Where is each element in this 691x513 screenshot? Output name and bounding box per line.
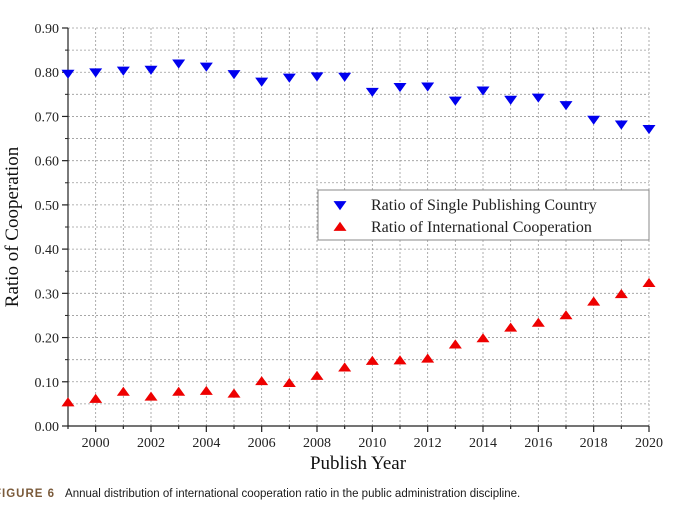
international-cooperation-point [116, 386, 130, 396]
single-country-point [421, 82, 435, 92]
x-tick-label: 2000 [82, 436, 110, 451]
x-axis-label: Publish Year [310, 453, 407, 474]
international-cooperation-point [614, 288, 628, 299]
x-tick-label: 2016 [524, 436, 552, 451]
y-tick-label: 0.20 [35, 332, 60, 347]
international-cooperation-point [255, 376, 269, 386]
single-country-point [559, 101, 573, 111]
single-country-point [531, 93, 545, 103]
legend-box [317, 189, 650, 241]
international-cooperation-point [282, 377, 296, 387]
chart: 0.00 0.10 0.20 0.30 0.40 0.50 0.60 0.70 0.80 0.90… [2, 22, 664, 474]
single-country-point [255, 77, 269, 87]
caption-text: Annual distribution of international coo… [65, 488, 521, 500]
legend-marker [333, 201, 347, 211]
single-country-point [365, 87, 379, 97]
single-country-point [61, 69, 75, 79]
y-tick-label: 0.00 [35, 420, 60, 435]
single-country-point [282, 73, 296, 83]
single-country-point [476, 86, 490, 96]
y-axis-label: Ratio of Cooperation [2, 146, 23, 307]
single-country-point [199, 62, 213, 72]
y-tick-label: 0.10 [35, 376, 60, 391]
single-country-point [587, 115, 601, 125]
international-cooperation-point [587, 296, 601, 306]
international-cooperation-point [365, 355, 379, 365]
x-tick-label: 2010 [358, 436, 386, 451]
figure-caption: FIGURE 6 Annual distribution of internati… [0, 488, 520, 500]
international-cooperation-point [61, 397, 75, 407]
international-cooperation-point [144, 391, 158, 401]
legend-entry-label: Ratio of Single Publishing Country [371, 197, 597, 214]
single-country-point [172, 59, 186, 69]
legend: Ratio of Single Publishing Country Ratio … [317, 189, 650, 241]
single-country-point [448, 96, 462, 106]
single-country-point [504, 95, 518, 105]
international-cooperation-point [310, 370, 324, 380]
international-cooperation-point [448, 339, 462, 349]
y-tick-label: 0.60 [35, 155, 60, 170]
international-cooperation-point [89, 393, 103, 403]
international-cooperation-point [531, 317, 545, 327]
y-tick-label: 0.30 [35, 287, 60, 302]
axes: 0.00 0.10 0.20 0.30 0.40 0.50 0.60 0.70 0.80 0.90… [35, 22, 664, 451]
single-country-point [310, 72, 324, 82]
international-cooperation-point [227, 388, 241, 398]
data-marks [61, 59, 656, 407]
caption-label: FIGURE 6 [0, 488, 56, 500]
single-country-point [89, 68, 103, 78]
x-tick-label: 2002 [137, 436, 165, 451]
international-cooperation-point [476, 333, 490, 343]
x-tick-label: 2012 [414, 436, 442, 451]
y-tick-label: 0.50 [35, 199, 60, 214]
international-cooperation-point [642, 277, 656, 288]
x-tick-label: 2004 [192, 436, 220, 451]
international-cooperation-point [559, 310, 573, 320]
x-tick-label: 2018 [580, 436, 608, 451]
international-cooperation-point [504, 322, 518, 332]
international-cooperation-point [421, 353, 435, 363]
international-cooperation-point [199, 385, 213, 395]
international-cooperation-point [393, 355, 407, 365]
international-cooperation-point [172, 386, 186, 396]
single-country-point [642, 124, 656, 135]
single-country-point [227, 70, 241, 80]
single-country-point [144, 65, 158, 75]
legend-entry-label: Ratio of International Cooperation [371, 219, 592, 236]
y-tick-label: 0.90 [35, 22, 60, 37]
single-country-point [393, 82, 407, 93]
y-tick-label: 0.40 [35, 243, 60, 258]
single-country-point [614, 120, 628, 130]
single-country-point [116, 66, 130, 76]
x-tick-label: 2014 [469, 436, 497, 451]
x-tick-label: 2020 [635, 436, 663, 451]
international-cooperation-point [338, 362, 352, 372]
y-tick-label: 0.80 [35, 66, 60, 81]
x-tick-label: 2006 [248, 436, 276, 451]
single-country-point [338, 72, 352, 82]
x-tick-label: 2008 [303, 436, 331, 451]
legend-marker [333, 221, 347, 231]
y-tick-label: 0.70 [35, 110, 60, 125]
